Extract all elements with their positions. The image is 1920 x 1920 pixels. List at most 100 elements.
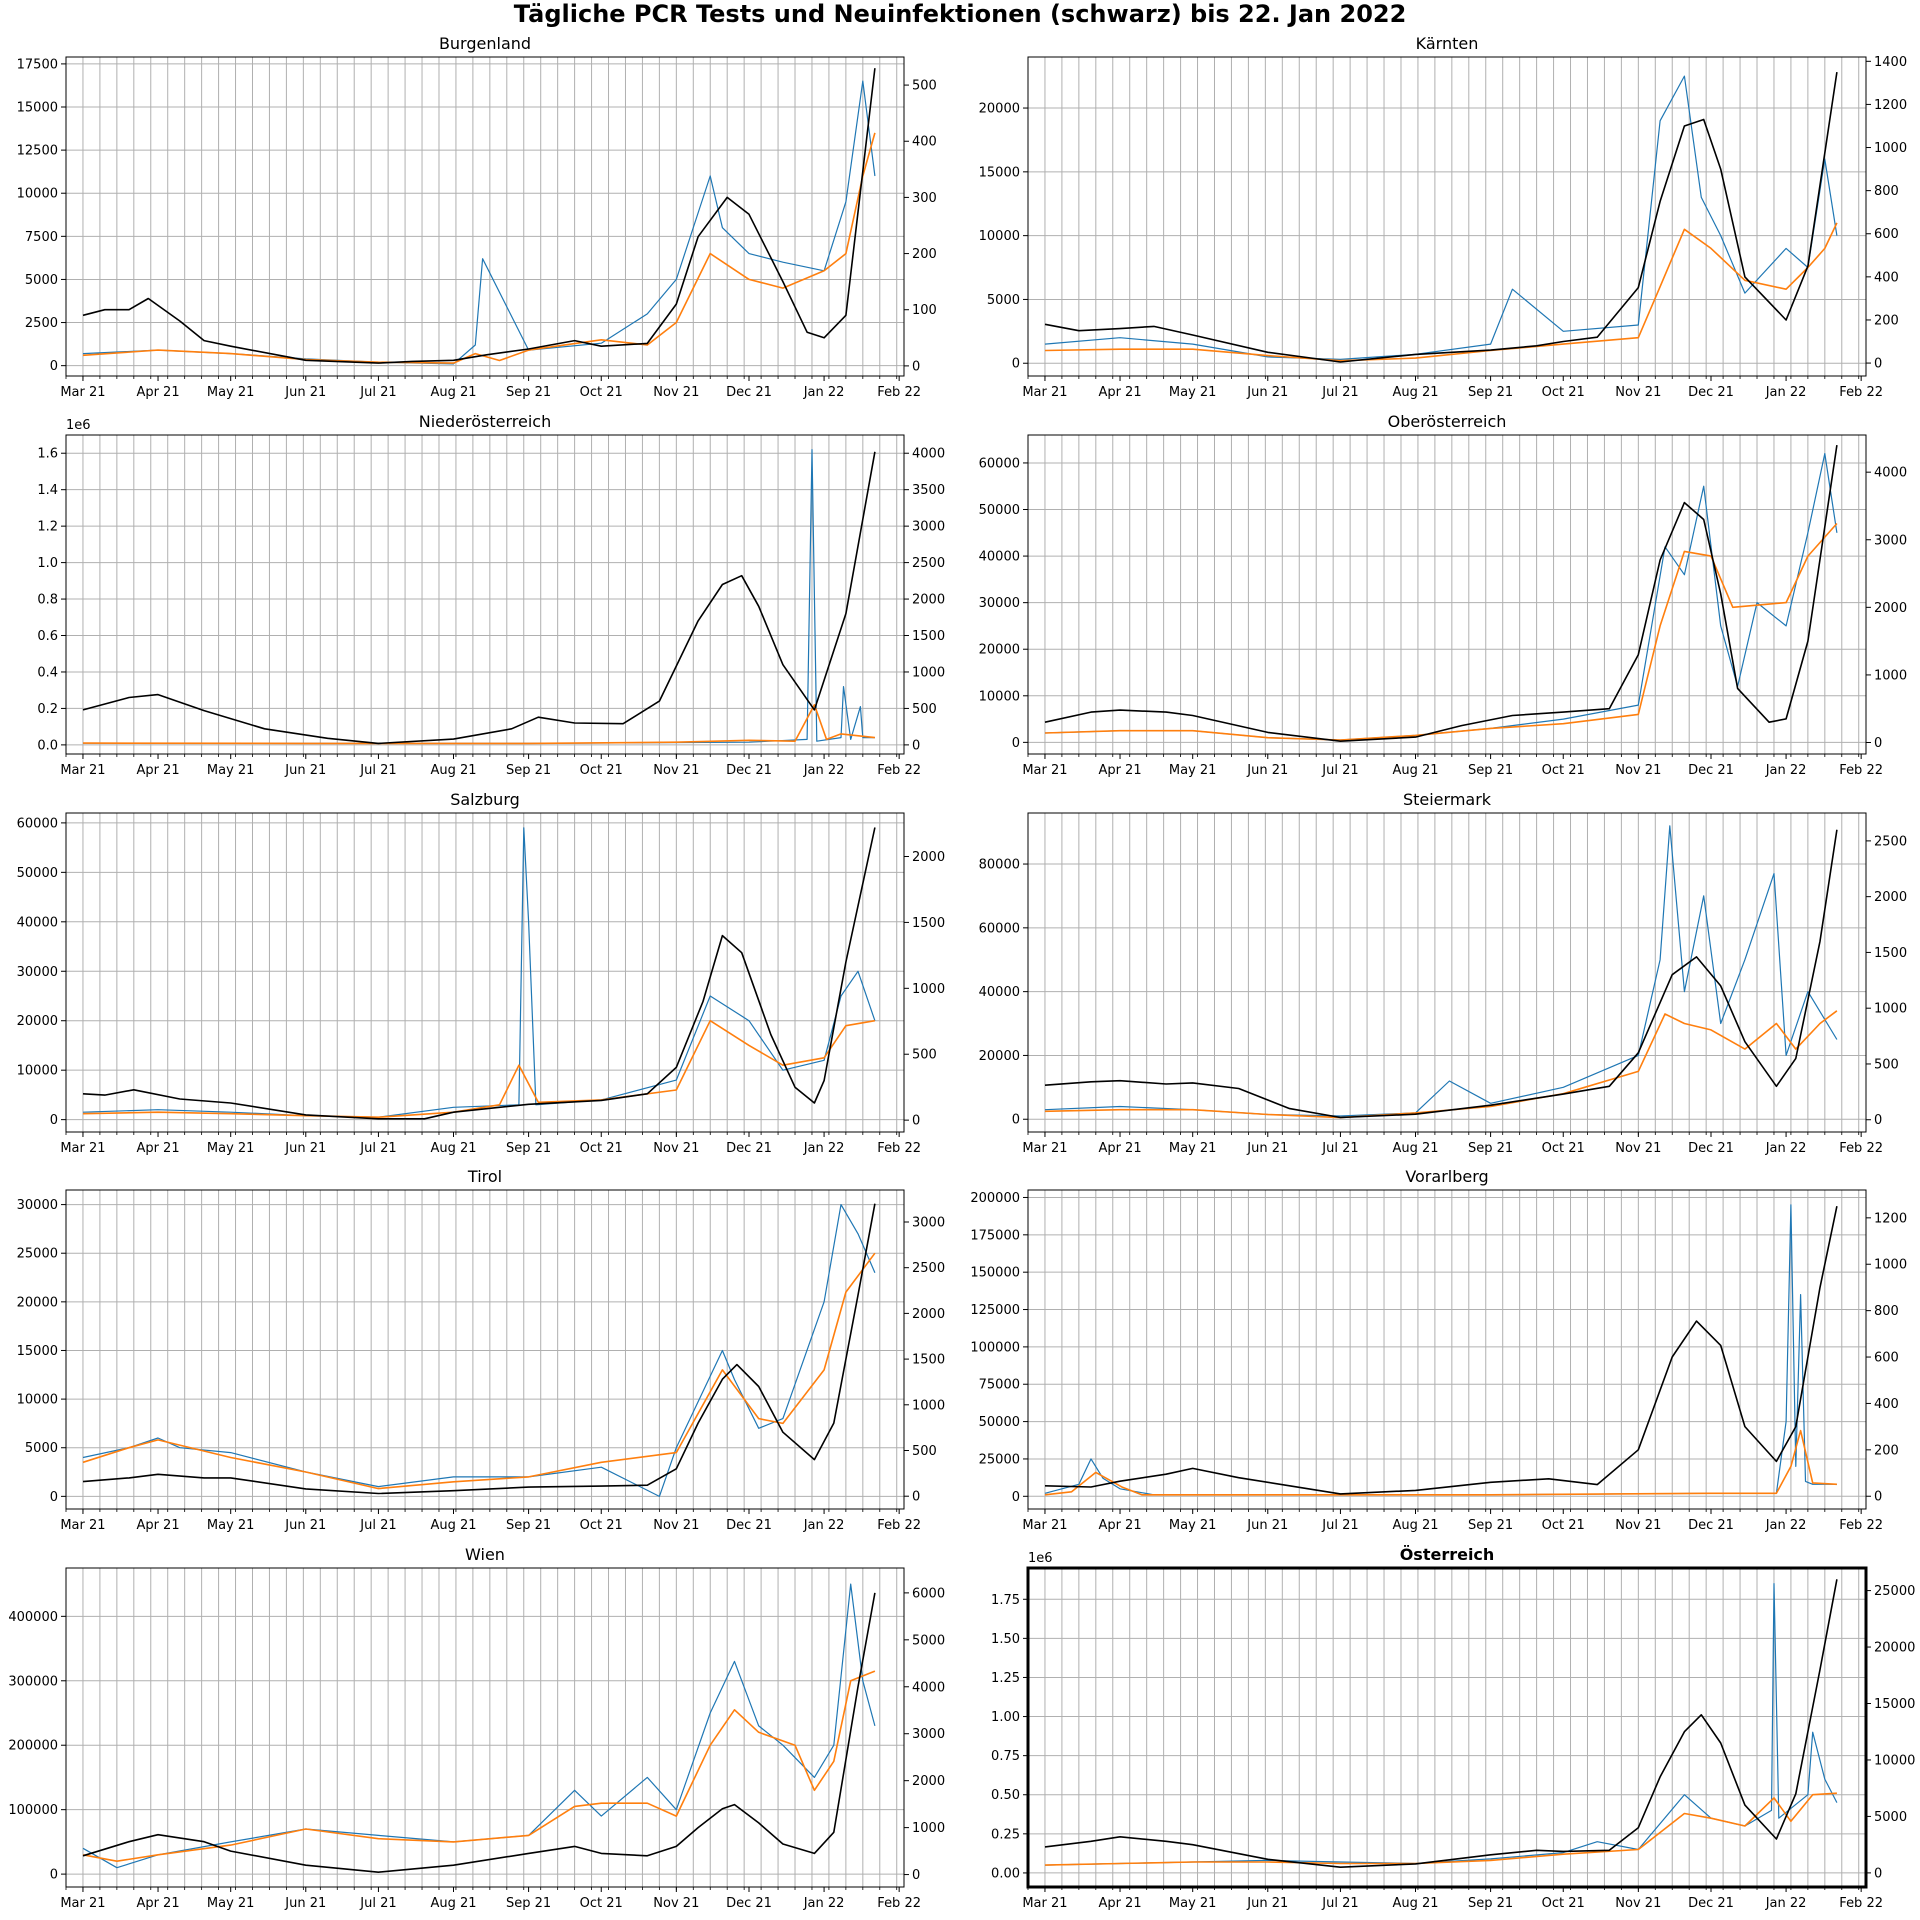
subplot: Mar 21 Apr 21 May 21 Jun 21 Jul 21 Aug 21 Sep … bbox=[979, 790, 1907, 1156]
y-axis-right: 0 200 400 600 800 1000 1200 bbox=[1866, 1211, 1907, 1505]
series-group bbox=[1044, 1204, 1838, 1496]
y-tick-label-left: 80000 bbox=[979, 858, 1020, 873]
y-tick-label-right: 800 bbox=[1874, 184, 1899, 199]
subplot-title: Kärnten bbox=[1416, 34, 1479, 53]
x-tick-label: Feb 22 bbox=[1839, 1141, 1883, 1156]
x-tick-label: Jan 22 bbox=[803, 1896, 845, 1911]
y-tick-label-left: 400000 bbox=[8, 1610, 58, 1625]
x-tick-label: Sep 21 bbox=[1468, 1518, 1513, 1533]
y-tick-label-left: 100000 bbox=[8, 1803, 58, 1818]
axes-frame bbox=[65, 56, 905, 377]
y-tick-label-right: 0 bbox=[912, 738, 920, 753]
y-tick-label-right: 0 bbox=[1874, 357, 1882, 372]
x-tick-label: Jul 21 bbox=[1321, 763, 1358, 778]
y-tick-label-left: 200000 bbox=[970, 1191, 1020, 1206]
subplot: Mar 21 Apr 21 May 21 Jun 21 Jul 21 Aug 21 Sep … bbox=[979, 412, 1907, 778]
y-tick-label-left: 30000 bbox=[979, 596, 1020, 611]
x-axis: Mar 21 Apr 21 May 21 Jun 21 Jul 21 Aug 21 Sep … bbox=[60, 1887, 921, 1911]
x-tick-label: Oct 21 bbox=[580, 1896, 623, 1911]
x-tick-label: Apr 21 bbox=[136, 1141, 179, 1156]
x-tick-label: Dec 21 bbox=[726, 1141, 772, 1156]
y-tick-label-right: 1000 bbox=[912, 1398, 945, 1413]
y-axis-left: 0 25000 50000 75000 100000 125000 150000 175000… bbox=[970, 1191, 1028, 1505]
x-tick-label: Nov 21 bbox=[1615, 1518, 1661, 1533]
y-tick-label-right: 1500 bbox=[912, 1353, 945, 1368]
x-tick-label: May 21 bbox=[1169, 1518, 1217, 1533]
y-tick-label-left: 10000 bbox=[17, 187, 58, 202]
y-tick-label-right: 3000 bbox=[912, 1215, 945, 1230]
x-tick-label: Aug 21 bbox=[1392, 385, 1438, 400]
series-infections bbox=[82, 827, 876, 1120]
y-tick-label-left: 20000 bbox=[979, 1049, 1020, 1064]
y-tick-label-right: 2000 bbox=[1874, 890, 1907, 905]
series-group bbox=[82, 1583, 876, 1873]
y-axis-right: 0 500 1000 1500 2000 2500 3000 bbox=[904, 1215, 945, 1505]
y-tick-label-right: 10000 bbox=[1874, 1753, 1915, 1768]
y-tick-label-left: 0.4 bbox=[37, 665, 58, 680]
y-axis-left: 0 20000 40000 60000 80000 bbox=[979, 858, 1028, 1128]
y-tick-label-left: 60000 bbox=[979, 456, 1020, 471]
y-tick-label-right: 20000 bbox=[1874, 1641, 1915, 1656]
x-tick-label: Feb 22 bbox=[877, 385, 921, 400]
y-tick-label-left: 0 bbox=[1012, 736, 1020, 751]
x-tick-label: Mar 21 bbox=[1022, 1141, 1067, 1156]
axes-frame bbox=[65, 434, 905, 755]
x-tick-label: May 21 bbox=[1169, 763, 1217, 778]
series-infections bbox=[1044, 71, 1838, 363]
subplot: Mar 21 Apr 21 May 21 Jun 21 Jul 21 Aug 21 Sep … bbox=[991, 1545, 1915, 1911]
x-tick-label: Jul 21 bbox=[1321, 1518, 1358, 1533]
x-axis: Mar 21 Apr 21 May 21 Jun 21 Jul 21 Aug 21 Sep … bbox=[60, 376, 921, 400]
y-tick-label-right: 5000 bbox=[1874, 1810, 1907, 1825]
y-tick-label-left: 7500 bbox=[25, 230, 58, 245]
y-tick-label-left: 10000 bbox=[979, 689, 1020, 704]
y-tick-label-left: 1.50 bbox=[991, 1632, 1020, 1647]
subplot-title: Wien bbox=[465, 1545, 505, 1564]
x-tick-label: Dec 21 bbox=[726, 1518, 772, 1533]
y-tick-label-left: 1.6 bbox=[37, 447, 58, 462]
x-tick-label: Mar 21 bbox=[60, 1141, 105, 1156]
y-tick-label-right: 400 bbox=[1874, 1397, 1899, 1412]
y-tick-label-left: 10000 bbox=[979, 229, 1020, 244]
y-tick-label-left: 50000 bbox=[17, 866, 58, 881]
grid bbox=[1027, 1568, 1866, 1887]
y-tick-label-right: 0 bbox=[1874, 1490, 1882, 1505]
y-tick-label-left: 0 bbox=[50, 1490, 58, 1505]
y-tick-label-left: 5000 bbox=[25, 1441, 58, 1456]
subplot: Mar 21 Apr 21 May 21 Jun 21 Jul 21 Aug 21 Sep … bbox=[37, 412, 945, 778]
x-tick-label: Oct 21 bbox=[580, 1141, 623, 1156]
x-tick-label: Oct 21 bbox=[1542, 1896, 1585, 1911]
subplot: Mar 21 Apr 21 May 21 Jun 21 Jul 21 Aug 21 Sep … bbox=[17, 1167, 945, 1533]
x-tick-label: Jun 21 bbox=[284, 763, 326, 778]
x-tick-label: Nov 21 bbox=[653, 763, 699, 778]
y-tick-label-left: 0.00 bbox=[991, 1866, 1020, 1881]
x-tick-label: Apr 21 bbox=[136, 763, 179, 778]
x-tick-label: Aug 21 bbox=[430, 1518, 476, 1533]
x-tick-label: Mar 21 bbox=[60, 385, 105, 400]
y-tick-label-left: 0.2 bbox=[37, 702, 58, 717]
x-tick-label: Jan 22 bbox=[1765, 763, 1807, 778]
y-tick-label-right: 2000 bbox=[912, 593, 945, 608]
y-tick-label-left: 1.2 bbox=[37, 520, 58, 535]
x-tick-label: Oct 21 bbox=[580, 1518, 623, 1533]
y-tick-label-right: 0 bbox=[1874, 1866, 1882, 1881]
series-group bbox=[82, 449, 876, 745]
x-tick-label: Sep 21 bbox=[506, 385, 551, 400]
x-tick-label: Apr 21 bbox=[136, 1518, 179, 1533]
series-tests bbox=[1044, 75, 1838, 360]
x-tick-label: May 21 bbox=[207, 1896, 255, 1911]
y-tick-label-left: 2500 bbox=[25, 316, 58, 331]
axes-frame bbox=[1027, 434, 1867, 755]
x-tick-label: Jul 21 bbox=[359, 1518, 396, 1533]
x-tick-label: Dec 21 bbox=[1688, 763, 1734, 778]
y-tick-label-right: 1000 bbox=[912, 665, 945, 680]
series-tests_avg bbox=[82, 1019, 876, 1118]
y-axis-offset-label: 1e6 bbox=[1028, 1551, 1053, 1566]
x-tick-label: Aug 21 bbox=[1392, 1518, 1438, 1533]
y-tick-label-left: 40000 bbox=[979, 985, 1020, 1000]
x-tick-label: Feb 22 bbox=[877, 1896, 921, 1911]
grid bbox=[65, 1190, 904, 1509]
y-tick-label-left: 0 bbox=[1012, 1113, 1020, 1128]
x-tick-label: Sep 21 bbox=[506, 1141, 551, 1156]
y-tick-label-right: 1000 bbox=[912, 982, 945, 997]
